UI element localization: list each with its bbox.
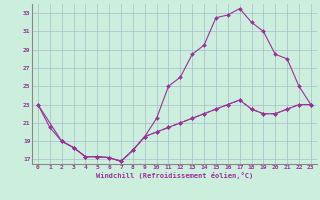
X-axis label: Windchill (Refroidissement éolien,°C): Windchill (Refroidissement éolien,°C) [96, 172, 253, 179]
